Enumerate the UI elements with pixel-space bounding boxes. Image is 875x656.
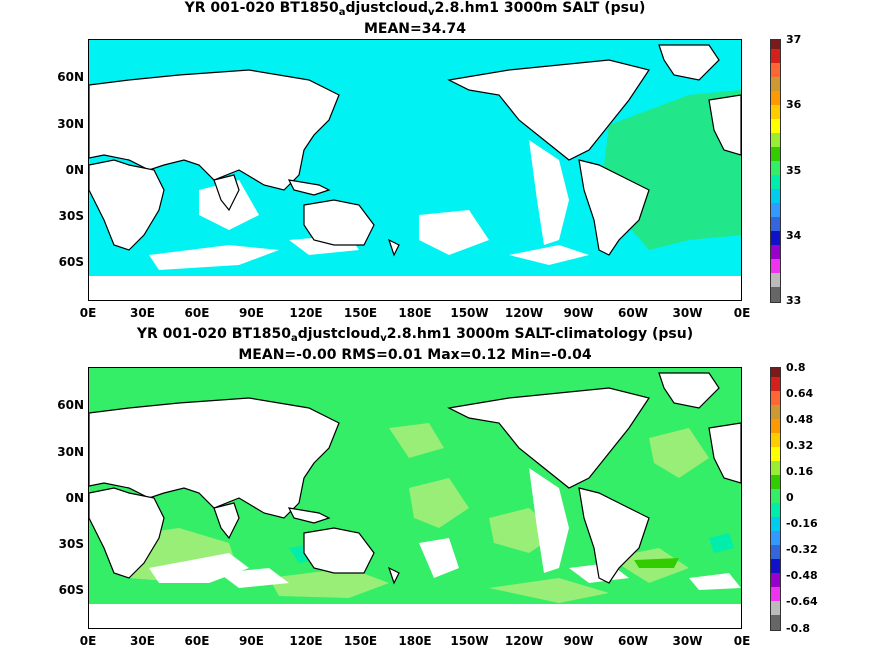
lon-label: 60E (184, 306, 210, 320)
lat-label-60n: 60N (57, 398, 84, 412)
lon-label: 0E (733, 306, 751, 320)
lon-label: 60E (184, 634, 210, 648)
lon-label: 90E (239, 306, 264, 320)
salt-map (88, 39, 742, 301)
lat-label-0n: 0N (65, 163, 84, 177)
anomaly-colorbar-tick: -0.48 (786, 569, 818, 582)
salt-colorbar-tick: 37 (786, 33, 802, 46)
lat-label-60n: 60N (57, 70, 84, 84)
anomaly-colorbar-tick: 0.64 (786, 387, 814, 400)
lon-label: 150E (343, 306, 378, 320)
lat-label-60s: 60S (58, 583, 84, 597)
lon-label: 90W (563, 634, 594, 648)
salt-colorbar-tick: 35 (786, 164, 802, 177)
lat-label-30n: 30N (57, 117, 84, 131)
antarctica (89, 276, 741, 300)
land-masses (89, 44, 741, 257)
anomaly-map (88, 367, 742, 629)
lat-label-0n: 0N (65, 491, 84, 505)
lon-label: 150W (450, 634, 489, 648)
anomaly-colorbar-tick: 0.32 (786, 439, 814, 452)
lon-label: 30E (130, 306, 155, 320)
anomaly-colorbar-tick: -0.32 (786, 543, 818, 556)
lon-label: 60W (618, 306, 648, 320)
anomaly-colorbar-tick: 0.8 (786, 361, 806, 374)
panel2-title: YR 001-020 BT1850adjustcloudv2.8.hm1 300… (136, 326, 694, 344)
anomaly-colorbar-tick: 0 (786, 491, 794, 504)
lat-label-30s: 30S (58, 209, 84, 223)
panel1-subtitle: MEAN=34.74 (363, 21, 467, 37)
panel1-title: YR 001-020 BT1850adjustcloudv2.8.hm1 300… (184, 0, 646, 18)
anomaly-colorbar (770, 367, 781, 631)
anomaly-map-field (89, 368, 741, 628)
anomaly-colorbar-tick: 0.48 (786, 413, 814, 426)
land-masses (89, 372, 741, 585)
panel2-subtitle: MEAN=-0.00 RMS=0.01 Max=0.12 Min=-0.04 (238, 347, 592, 363)
anomaly-colorbar-tick: -0.16 (786, 517, 818, 530)
salt-map-field (89, 40, 741, 300)
lon-label: 30E (130, 634, 155, 648)
lon-label: 150E (343, 634, 378, 648)
lon-label: 30W (672, 306, 703, 320)
lon-label: 90E (239, 634, 264, 648)
lat-label-30s: 30S (58, 537, 84, 551)
anomaly-colorbar-tick: -0.8 (786, 622, 811, 635)
salt-colorbar-tick: 33 (786, 294, 802, 307)
lon-label: 120W (504, 634, 544, 648)
lon-label: 60W (618, 634, 648, 648)
salt-colorbar-tick: 36 (786, 98, 802, 111)
lon-label: 120E (289, 306, 323, 320)
lon-label: 0E (79, 634, 97, 648)
anomaly-colorbar-tick: 0.16 (786, 465, 814, 478)
salt-colorbar-tick: 34 (786, 229, 802, 242)
anomaly-colorbar-tick: -0.64 (786, 595, 818, 608)
lon-label: 120W (504, 306, 544, 320)
lon-label: 30W (672, 634, 703, 648)
lon-label: 0E (79, 306, 97, 320)
lon-label: 150W (450, 306, 489, 320)
lat-label-30n: 30N (57, 445, 84, 459)
lon-label: 120E (289, 634, 323, 648)
lon-label: 180E (398, 634, 432, 648)
lon-label: 0E (733, 634, 751, 648)
lon-label: 90W (563, 306, 594, 320)
lat-label-60s: 60S (58, 255, 84, 269)
lon-label: 180E (398, 306, 432, 320)
salt-colorbar (770, 39, 781, 303)
